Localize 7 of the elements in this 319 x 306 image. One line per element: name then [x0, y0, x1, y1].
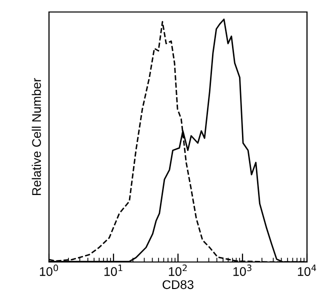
- y-axis-title: Relative Cell Number: [32, 78, 41, 196]
- x-tick-label: 10$^{3}$: [233, 264, 252, 276]
- x-tick-label: 10$^{2}$: [168, 264, 187, 276]
- x-tick-label: 10$^{1}$: [104, 264, 122, 276]
- x-tick-label: 10$^{0}$: [40, 264, 58, 276]
- x-axis-title: CD83: [162, 280, 194, 290]
- x-tick-label: 10$^{4}$: [298, 264, 316, 276]
